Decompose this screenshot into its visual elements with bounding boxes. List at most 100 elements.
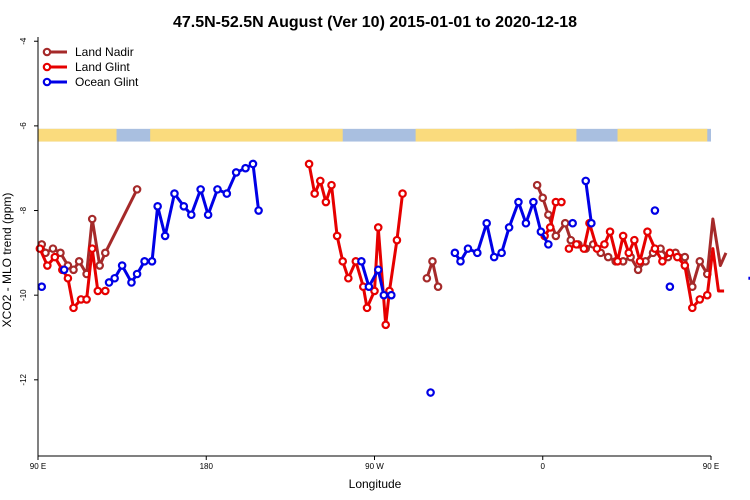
series-line	[584, 180, 593, 224]
data-point	[222, 189, 232, 198]
data-point	[213, 185, 222, 194]
x-tick-label: 180	[200, 462, 214, 471]
data-point	[428, 257, 437, 266]
data-point	[650, 244, 660, 253]
data-point	[373, 223, 383, 232]
data-point	[489, 252, 499, 262]
data-point	[624, 248, 634, 258]
data-point	[581, 176, 591, 186]
data-point	[551, 231, 561, 241]
data-point	[132, 185, 142, 194]
data-point	[93, 286, 103, 296]
data-point	[504, 223, 514, 232]
legend-marker	[42, 77, 52, 87]
data-point	[69, 265, 78, 275]
data-point	[568, 218, 577, 228]
land-sea-band	[38, 128, 711, 142]
data-point	[702, 290, 712, 300]
data-point	[603, 252, 613, 262]
legend-marker	[42, 47, 52, 57]
data-point	[463, 244, 473, 253]
data-point	[344, 273, 353, 283]
data-point	[196, 185, 205, 194]
y-tick-label: -6	[19, 122, 28, 130]
data-point	[536, 227, 546, 236]
data-point	[87, 214, 97, 224]
data-point	[532, 180, 542, 190]
data-point	[587, 218, 596, 228]
x-tick-label: 90 E	[703, 462, 719, 471]
x-tick-label: 0	[541, 462, 546, 471]
data-point	[387, 290, 396, 300]
data-point	[132, 269, 142, 279]
data-point	[321, 197, 331, 207]
data-point	[332, 231, 342, 241]
y-axis-label: XCO2 - MLO trend (ppm)	[0, 193, 14, 328]
data-point	[117, 261, 127, 270]
data-point	[643, 227, 652, 236]
data-point	[69, 303, 78, 313]
y-tick-label: -8	[19, 206, 28, 214]
series-line	[38, 247, 106, 310]
data-point	[473, 248, 482, 258]
data-point	[545, 223, 555, 232]
x-tick-label: 90 E	[30, 462, 46, 471]
data-point	[566, 235, 576, 245]
series-ocean-glint	[37, 159, 750, 397]
axes: -4 -6 -8 -10 -12 90 E 180 90 W 0 90 E	[19, 37, 719, 471]
data-point	[665, 248, 675, 258]
data-point	[426, 388, 435, 397]
legend-label: Ocean Glint	[75, 75, 139, 89]
data-point	[688, 303, 697, 313]
legend-label: Land Nadir	[75, 45, 134, 59]
data-point	[87, 244, 97, 253]
legend-marker	[42, 62, 52, 72]
land-band-segment	[514, 128, 577, 142]
data-point	[572, 240, 581, 249]
data-point	[618, 231, 628, 241]
land-band-segment	[150, 128, 343, 142]
data-point	[140, 257, 149, 266]
data-point	[538, 193, 548, 203]
data-point	[231, 168, 241, 177]
data-point	[127, 278, 136, 287]
data-point	[521, 218, 531, 228]
data-point	[450, 248, 460, 258]
y-tick-label: -10	[19, 289, 28, 301]
data-point	[564, 244, 574, 253]
data-point	[147, 257, 157, 266]
data-point	[579, 244, 589, 253]
data-point	[381, 320, 391, 330]
data-point	[338, 257, 348, 266]
data-point	[254, 206, 263, 215]
data-point	[422, 273, 432, 283]
data-point	[633, 265, 643, 275]
land-band-segment	[415, 128, 540, 142]
data-point	[650, 206, 660, 215]
data-point	[544, 210, 553, 220]
data-point	[357, 257, 366, 266]
data-point	[600, 240, 609, 249]
data-point	[362, 303, 372, 313]
data-point	[630, 235, 639, 245]
data-point	[37, 282, 47, 292]
data-point	[203, 210, 213, 220]
data-point	[153, 201, 162, 211]
data-point	[665, 282, 675, 292]
land-band-segment	[38, 128, 117, 142]
data-point	[392, 235, 402, 245]
data-point	[101, 248, 110, 258]
series-line	[108, 162, 261, 284]
x-tick-label: 90 W	[365, 462, 384, 471]
data-point	[557, 197, 566, 207]
data-point	[514, 197, 523, 207]
ocean-band	[38, 128, 711, 142]
data-point	[680, 261, 690, 270]
data-point	[59, 265, 69, 275]
data-point	[695, 257, 705, 266]
data-point	[364, 282, 374, 292]
legend-label: Land Glint	[75, 60, 130, 74]
data-point	[680, 252, 690, 262]
data-point	[95, 261, 104, 270]
